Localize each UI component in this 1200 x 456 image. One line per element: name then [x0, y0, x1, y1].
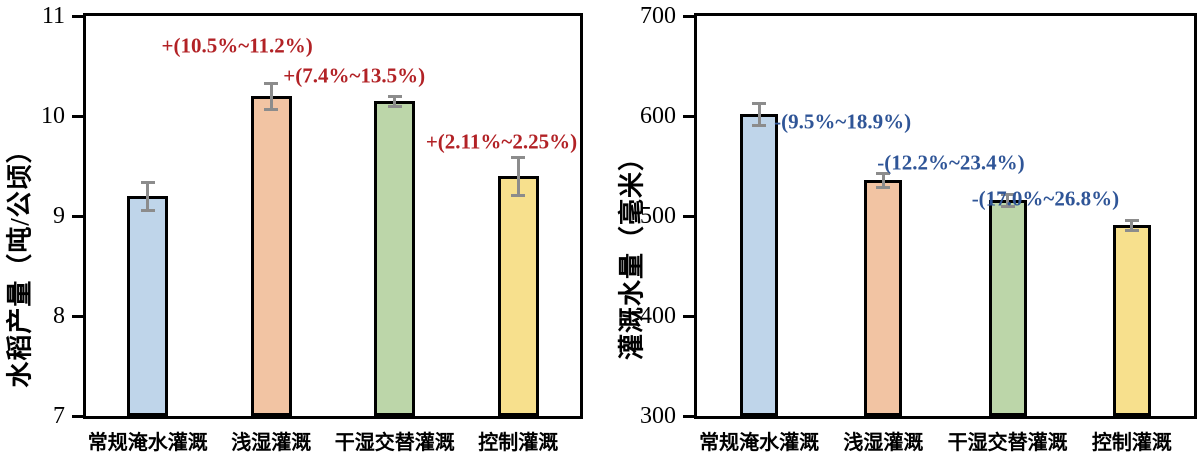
- error-bar: [146, 182, 150, 210]
- error-cap: [752, 123, 767, 127]
- error-cap: [140, 180, 155, 184]
- error-bar: [269, 83, 273, 109]
- error-bar: [393, 96, 397, 106]
- bar: [1112, 225, 1151, 416]
- bar-annotation: +(7.4%~13.5%): [283, 63, 426, 88]
- error-cap: [140, 208, 155, 212]
- plot-area-yield: +(10.5%~11.2%) +(7.4%~13.5%) +(2.11%~2.25%…: [83, 13, 583, 419]
- bar: [127, 196, 169, 416]
- bar-annotation: +(2.11%~2.25%): [425, 129, 578, 154]
- y-tick-label: 600: [640, 103, 676, 129]
- x-category-label: 常规淹水灌溉: [699, 432, 820, 454]
- y-tick-label: 7: [53, 403, 65, 429]
- y-tick-label: 9: [53, 203, 65, 229]
- y-tick-mark: [72, 214, 83, 218]
- x-category-label: 常规淹水灌溉: [87, 432, 208, 454]
- y-tick-label: 700: [640, 3, 676, 29]
- error-cap: [1124, 228, 1139, 232]
- x-category-label: 干湿交替灌溉: [947, 432, 1068, 454]
- error-bar: [1006, 194, 1010, 206]
- error-cap: [1124, 218, 1139, 222]
- plot-area-water: -(9.5%~18.9%) -(12.2%~23.4%) -(17.0%~26.8%…: [694, 13, 1197, 419]
- y-tick-mark: [683, 414, 694, 418]
- bar-annotation: -(9.5%~18.9%): [774, 109, 912, 134]
- y-tick-mark: [683, 14, 694, 18]
- error-cap: [1000, 192, 1015, 196]
- bar: [497, 176, 539, 416]
- error-cap: [1000, 204, 1015, 208]
- bar: [864, 180, 903, 416]
- error-cap: [752, 101, 767, 105]
- error-cap: [876, 185, 891, 189]
- y-tick-label: 11: [41, 3, 65, 29]
- y-tick-mark: [72, 414, 83, 418]
- y-tick-label: 500: [640, 203, 676, 229]
- y-tick-mark: [72, 314, 83, 318]
- error-cap: [511, 155, 526, 159]
- error-bar: [881, 173, 885, 187]
- bar-annotation: +(10.5%~11.2%): [161, 33, 313, 58]
- y-tick-mark: [683, 114, 694, 118]
- bar: [740, 114, 779, 416]
- y-tick-label: 300: [640, 403, 676, 429]
- x-category-label: 控制灌溉: [1091, 432, 1172, 454]
- bar: [988, 200, 1027, 416]
- bar-annotation: -(17.0%~26.8%): [971, 186, 1120, 211]
- error-cap: [387, 94, 402, 98]
- error-cap: [876, 171, 891, 175]
- bar-annotation: -(12.2%~23.4%): [877, 150, 1025, 175]
- y-tick-mark: [683, 214, 694, 218]
- y-tick-mark: [683, 314, 694, 318]
- y-tick-label: 8: [53, 303, 65, 329]
- y-tick-mark: [72, 114, 83, 118]
- x-category-label: 干湿交替灌溉: [334, 432, 455, 454]
- x-category-label: 浅湿灌溉: [843, 432, 924, 454]
- error-cap: [387, 104, 402, 108]
- error-bar: [1130, 220, 1134, 230]
- bar: [250, 96, 292, 416]
- x-category-label: 控制灌溉: [478, 432, 559, 454]
- y-tick-mark: [72, 14, 83, 18]
- error-cap: [511, 193, 526, 197]
- error-bar: [516, 157, 520, 195]
- error-cap: [264, 81, 279, 85]
- error-bar: [757, 103, 761, 125]
- x-category-label: 浅湿灌溉: [231, 432, 312, 454]
- y-tick-label: 400: [640, 303, 676, 329]
- y-tick-label: 10: [41, 103, 65, 129]
- error-cap: [264, 107, 279, 111]
